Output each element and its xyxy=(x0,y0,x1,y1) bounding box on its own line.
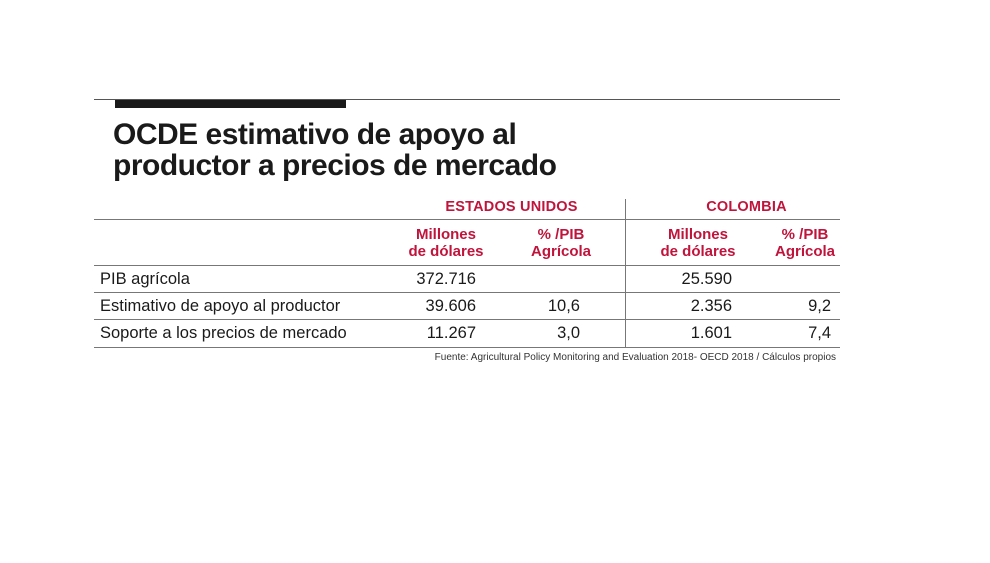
row-label: Soporte a los precios de mercado xyxy=(100,324,347,342)
cell-us-millones: 11.267 xyxy=(426,324,476,342)
divider-line xyxy=(94,265,840,266)
table-row: PIB agrícola 372.716 25.590 xyxy=(94,265,840,292)
column-header-co-millones: Millones de dólares xyxy=(643,226,753,260)
cell-co-pib: 9,2 xyxy=(808,297,831,315)
divider-line xyxy=(94,347,840,348)
cell-co-millones: 25.590 xyxy=(681,270,732,288)
column-header-line: Agrícola xyxy=(774,243,835,260)
column-header-line: de dólares xyxy=(408,243,484,260)
column-header-line: % /PIB xyxy=(537,226,585,243)
table-row: Soporte a los precios de mercado 11.267 … xyxy=(94,319,840,346)
column-header-us-millones: Millones de dólares xyxy=(391,226,501,260)
source-note: Fuente: Agricultural Policy Monitoring a… xyxy=(434,352,836,363)
column-header-line: Millones xyxy=(667,226,728,243)
row-label: Estimativo de apoyo al productor xyxy=(100,297,341,315)
divider-line xyxy=(94,219,840,220)
table-title: OCDE estimativo de apoyo al productor a … xyxy=(113,118,557,182)
title-accent-bar xyxy=(115,100,346,108)
group-header-colombia: COLOMBIA xyxy=(706,199,787,215)
cell-co-pib: 7,4 xyxy=(808,324,831,342)
row-label: PIB agrícola xyxy=(100,270,190,288)
column-header-co-pib: % /PIB Agrícola xyxy=(750,226,860,260)
group-separator-line xyxy=(625,199,626,347)
top-rule xyxy=(94,99,840,100)
column-header-line: de dólares xyxy=(660,243,736,260)
cell-co-millones: 2.356 xyxy=(690,297,732,315)
cell-us-millones: 372.716 xyxy=(416,270,476,288)
column-header-line: Millones xyxy=(415,226,476,243)
cell-co-millones: 1.601 xyxy=(690,324,732,342)
column-header-us-pib: % /PIB Agrícola xyxy=(506,226,616,260)
divider-line xyxy=(94,319,840,320)
column-header-line: Agrícola xyxy=(530,243,591,260)
cell-us-pib: 3,0 xyxy=(557,324,580,342)
group-header-estados-unidos: ESTADOS UNIDOS xyxy=(445,199,578,215)
cell-us-millones: 39.606 xyxy=(425,297,476,315)
table-row: Estimativo de apoyo al productor 39.606 … xyxy=(94,292,840,319)
cell-us-pib: 10,6 xyxy=(547,297,580,315)
column-header-line: % /PIB xyxy=(781,226,829,243)
divider-line xyxy=(94,292,840,293)
